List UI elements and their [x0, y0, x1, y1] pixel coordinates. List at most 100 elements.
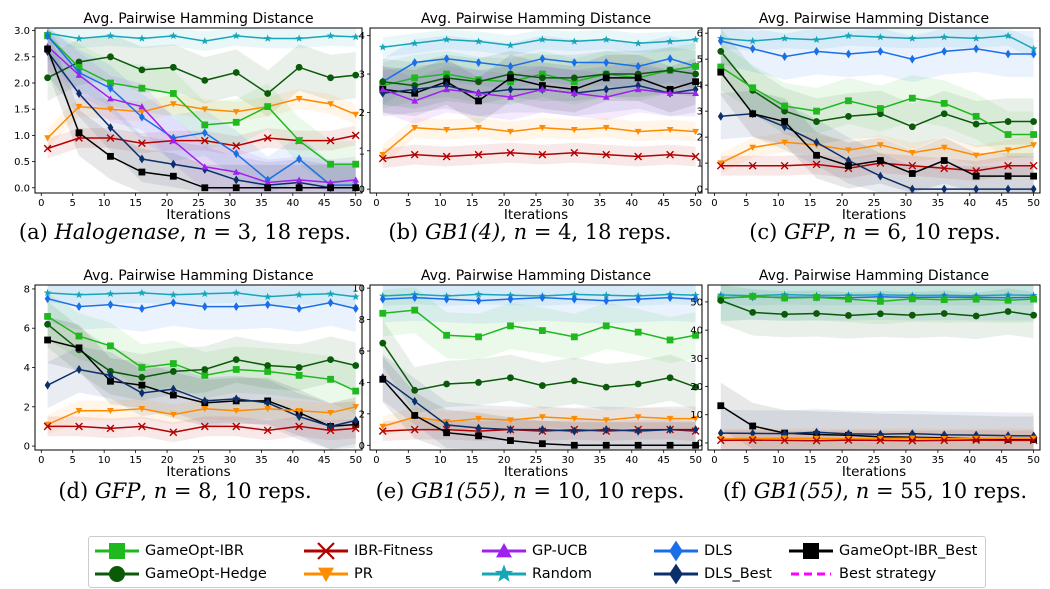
- point-pr: [972, 435, 980, 442]
- point-ibr: [908, 295, 916, 303]
- point-dls_best: [1030, 184, 1037, 194]
- band-pr: [382, 407, 696, 437]
- x-tick-label: 40: [963, 198, 976, 209]
- y-tick-label: 6: [359, 347, 365, 358]
- point-ibr: [75, 63, 83, 71]
- point-ibr: [295, 371, 303, 379]
- x-tick-label: 20: [498, 455, 511, 466]
- point-ibr_best: [295, 184, 303, 192]
- band-random: [382, 29, 696, 58]
- point-ibr: [570, 78, 578, 86]
- point-gpucb: [570, 89, 578, 96]
- point-dls: [264, 300, 271, 310]
- point-hedge: [379, 339, 387, 347]
- point-ibr_best: [138, 168, 146, 176]
- caption-n-symbol: n: [153, 479, 168, 503]
- legend-swatch: [791, 572, 831, 576]
- point-dls_best: [107, 370, 114, 380]
- point-ibr: [602, 322, 610, 330]
- point-hedge: [107, 53, 114, 61]
- point-ibr: [749, 292, 757, 300]
- point-ibr_fitness: [972, 436, 981, 445]
- point-dls_best: [264, 398, 271, 408]
- x-tick-label: 15: [129, 455, 142, 466]
- panel-caption-e: (e) GB1(55), n = 10, 10 reps.: [355, 479, 705, 503]
- point-ibr: [845, 295, 852, 303]
- x-tick-label: 50: [1027, 198, 1040, 209]
- point-hedge: [44, 320, 51, 328]
- point-pr: [570, 126, 578, 134]
- band-ibr_fitness: [720, 153, 1034, 181]
- point-ibr: [717, 63, 725, 71]
- point-dls: [1005, 49, 1011, 59]
- point-ibr: [666, 336, 674, 344]
- band-random: [720, 28, 1034, 59]
- y-tick-label: 1.5: [14, 105, 30, 116]
- point-pr: [602, 125, 610, 132]
- point-dls_best: [201, 396, 208, 406]
- point-dls_best: [717, 428, 724, 438]
- point-ibr: [781, 294, 789, 302]
- y-tick-label: 2: [24, 402, 30, 413]
- point-dls: [233, 302, 240, 312]
- point-ibr_best: [443, 429, 451, 437]
- point-ibr_fitness: [570, 148, 579, 157]
- point-pr: [972, 152, 980, 159]
- point-dls: [539, 54, 546, 64]
- legend-swatch: [654, 540, 698, 562]
- band-dls_best: [47, 346, 356, 450]
- legend-swatch: [654, 563, 698, 585]
- y-tick-label: 1: [697, 159, 703, 170]
- series-line-pr: [720, 437, 1034, 440]
- point-ibr: [75, 332, 83, 340]
- band-hedge: [47, 33, 356, 117]
- point-dls_best: [973, 184, 980, 194]
- point-dls_best: [749, 428, 756, 438]
- x-tick-label: 45: [657, 198, 670, 209]
- caption-n-symbol: n: [513, 220, 528, 244]
- legend-label: IBR-Fitness: [354, 543, 434, 559]
- point-ibr: [379, 82, 387, 89]
- point-ibr_best: [327, 184, 334, 192]
- point-ibr: [169, 360, 177, 367]
- point-pr: [692, 128, 700, 136]
- point-ibr: [813, 294, 820, 301]
- point-hedge: [717, 47, 725, 55]
- x-tick-label: 30: [900, 198, 913, 209]
- point-ibr_fitness: [232, 422, 241, 431]
- point-dls_best: [76, 365, 82, 374]
- legend: GameOpt-IBR GameOpt-Hedge IBR-Fitness PR GP-…: [88, 536, 986, 588]
- point-random: [295, 290, 303, 299]
- x-tick-label: 15: [129, 198, 142, 209]
- point-dls: [781, 52, 788, 62]
- point-ibr_fitness: [691, 152, 700, 161]
- point-hedge: [232, 69, 240, 76]
- y-tick-label: 2: [697, 133, 703, 144]
- point-ibr: [972, 295, 980, 303]
- x-tick-label: 20: [836, 455, 849, 466]
- point-pr: [1004, 147, 1012, 154]
- point-dls: [44, 31, 51, 41]
- point-ibr_fitness: [602, 150, 611, 159]
- y-tick-label: 2.0: [14, 79, 30, 90]
- x-tick-label: 30: [562, 455, 575, 466]
- point-ibr_fitness: [295, 422, 304, 431]
- point-ibr_best: [232, 184, 240, 192]
- point-hedge: [972, 120, 980, 128]
- x-tick-label: 0: [711, 455, 717, 466]
- point-ibr_fitness: [748, 436, 757, 445]
- chart-title: Avg. Pairwise Hamming Distance: [83, 268, 313, 284]
- point-hedge: [908, 123, 916, 131]
- point-dls: [571, 58, 578, 67]
- point-hedge: [1004, 118, 1012, 125]
- point-pr: [107, 106, 114, 113]
- band-ibr_best: [47, 316, 356, 450]
- series-line-random: [720, 293, 1034, 297]
- point-pr: [666, 126, 674, 134]
- legend-label: Random: [532, 566, 593, 582]
- point-dls: [635, 294, 642, 304]
- point-dls_best: [603, 425, 610, 434]
- point-dls: [539, 293, 546, 302]
- point-random: [43, 288, 52, 297]
